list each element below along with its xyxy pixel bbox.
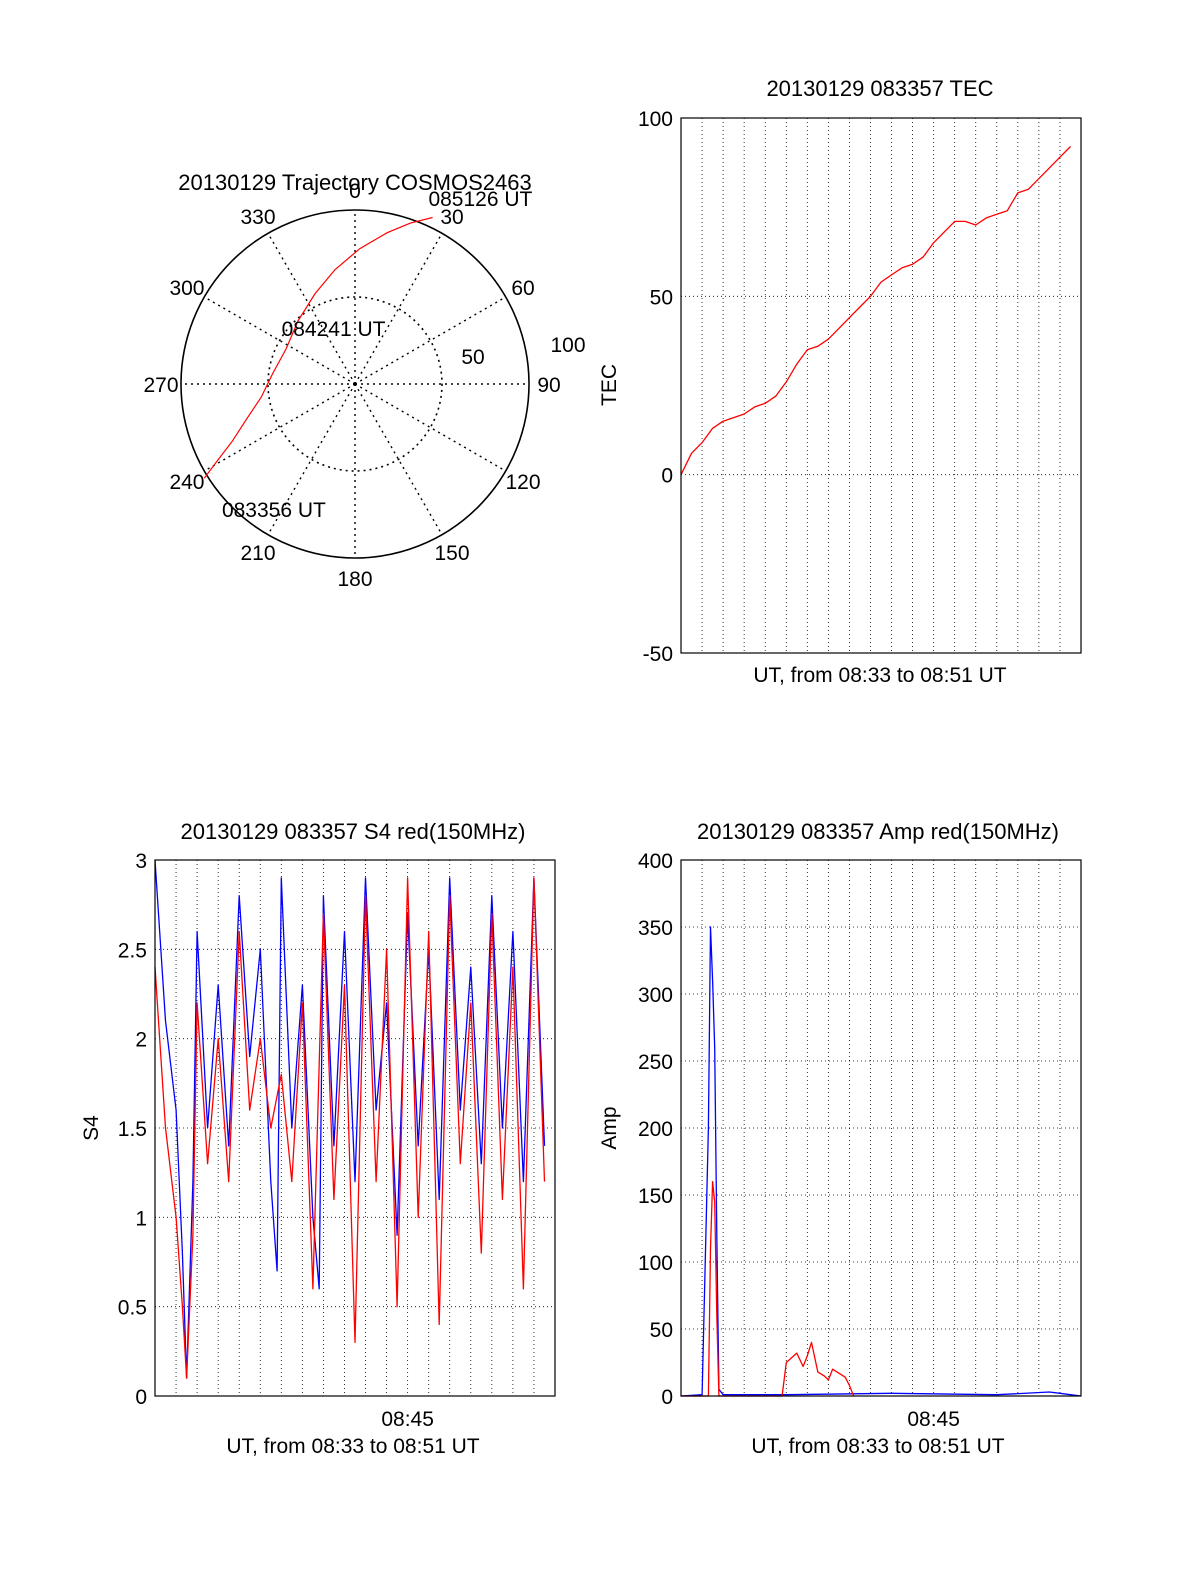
amp-panel: 20130129 083357 Amp red(150MHz) 0 50 100 15… xyxy=(598,819,1082,1458)
azimuth-label-210: 210 xyxy=(240,542,275,565)
polar-grid xyxy=(180,209,530,559)
tec-panel: 20130129 083357 TEC -50 0 50 100 UT, from 0… xyxy=(598,76,1082,687)
series-line-1 xyxy=(681,1180,855,1397)
azimuth-label-150: 150 xyxy=(434,542,469,565)
tec-grid xyxy=(681,118,1081,653)
azimuth-label-120: 120 xyxy=(505,471,540,494)
azimuth-labels: 0 30 60 90 120 150 180 210 240 270 300 330 xyxy=(143,180,560,591)
polar-inner-ring xyxy=(267,296,443,472)
polar-spoke xyxy=(354,296,507,385)
amp-y-axis-label: Amp xyxy=(598,1106,621,1149)
s4-x-axis-label: UT, from 08:33 to 08:51 UT xyxy=(226,1435,479,1458)
s4-y-tick-labels: 0 0.5 1 1.5 2 2.5 3 xyxy=(118,850,147,1409)
s4-title: 20130129 083357 S4 red(150MHz) xyxy=(181,819,526,844)
tec-title: 20130129 083357 TEC xyxy=(766,76,993,101)
y-tick-label-150: 150 xyxy=(638,1185,673,1208)
y-tick-label-1.5: 1.5 xyxy=(118,1118,147,1141)
series-line-0 xyxy=(680,146,1071,475)
azimuth-label-30: 30 xyxy=(440,206,463,229)
amp-y-tick-labels: 0 50 100 150 200 250 300 350 400 xyxy=(638,850,673,1409)
s4-grid xyxy=(155,860,555,1396)
amp-plot-frame xyxy=(680,859,1082,1397)
series-line-0 xyxy=(154,859,546,1379)
y-tick-label-100: 100 xyxy=(638,108,673,131)
polar-spoke xyxy=(354,232,443,385)
azimuth-label-0: 0 xyxy=(349,180,361,203)
trajectory-title: 20130129 Trajectory COSMOS2463 xyxy=(178,170,531,195)
tec-y-tick-labels: -50 0 50 100 xyxy=(638,108,673,666)
series-line-0 xyxy=(680,926,1082,1397)
azimuth-label-300: 300 xyxy=(169,277,204,300)
azimuth-label-240: 240 xyxy=(169,471,204,494)
azimuth-label-180: 180 xyxy=(337,568,372,591)
polar-spoke xyxy=(203,383,356,472)
y-tick-label-3: 3 xyxy=(135,850,147,873)
y-tick-label-0: 0 xyxy=(135,1386,147,1409)
radial-labels: 50 100 xyxy=(461,334,585,369)
y-tick-label-0.5: 0.5 xyxy=(118,1297,147,1320)
y-tick-label-50: 50 xyxy=(650,286,673,309)
y-tick-label-2: 2 xyxy=(135,1029,147,1052)
amp-x-axis-label: UT, from 08:33 to 08:51 UT xyxy=(751,1435,1004,1458)
azimuth-label-330: 330 xyxy=(240,206,275,229)
amp-series xyxy=(680,926,1082,1397)
y-tick-label-0: 0 xyxy=(661,465,673,488)
s4-x-tick-labels: 08:45 xyxy=(381,1408,434,1431)
y-tick-label-350: 350 xyxy=(638,917,673,940)
trajectory-time-label-1: 084241 UT xyxy=(282,318,386,341)
tec-x-axis-label: UT, from 08:33 to 08:51 UT xyxy=(753,664,1006,687)
y-tick-label-300: 300 xyxy=(638,984,673,1007)
polar-spoke xyxy=(267,383,356,536)
radial-label-100: 100 xyxy=(550,334,585,357)
polar-spoke xyxy=(267,232,356,385)
polar-spoke xyxy=(203,296,356,385)
azimuth-label-90: 90 xyxy=(537,374,560,397)
s4-plot-frame xyxy=(154,859,556,1397)
y-tick-label-2.5: 2.5 xyxy=(118,939,147,962)
series-line-1 xyxy=(154,877,546,1379)
azimuth-label-270: 270 xyxy=(143,374,178,397)
y-tick-label-400: 400 xyxy=(638,850,673,873)
tec-series xyxy=(680,146,1071,475)
polar-spoke xyxy=(354,383,507,472)
azimuth-label-60: 60 xyxy=(511,277,534,300)
trajectory-polar-panel: 20130129 Trajectory COSMOS2463 0 30 60 90 12… xyxy=(143,170,585,591)
s4-y-axis-label: S4 xyxy=(80,1115,103,1141)
x-tick-label-08:45: 08:45 xyxy=(381,1408,434,1431)
y-tick-label-250: 250 xyxy=(638,1051,673,1074)
tec-plot-frame xyxy=(680,117,1082,654)
s4-series xyxy=(154,859,546,1379)
amp-title: 20130129 083357 Amp red(150MHz) xyxy=(697,819,1059,844)
trajectory-series xyxy=(203,216,433,479)
trajectory-time-label-2: 085126 UT xyxy=(428,188,532,211)
y-tick-label-1: 1 xyxy=(135,1207,147,1230)
s4-panel: 20130129 083357 S4 red(150MHz) 0 0.5 1 1.5 2… xyxy=(80,819,556,1458)
x-tick-label-08:45: 08:45 xyxy=(907,1408,960,1431)
polar-outer-ring xyxy=(180,209,530,559)
polar-spoke xyxy=(354,383,443,536)
amp-x-tick-labels: 08:45 xyxy=(907,1408,960,1431)
y-tick-label--50: -50 xyxy=(643,643,673,666)
y-tick-label-0: 0 xyxy=(661,1386,673,1409)
trajectory-annotations: 083356 UT 084241 UT 085126 UT xyxy=(222,188,533,522)
trajectory-time-label-0: 083356 UT xyxy=(222,499,326,522)
y-tick-label-100: 100 xyxy=(638,1252,673,1275)
tec-y-axis-label: TEC xyxy=(598,364,621,406)
trajectory-line-0 xyxy=(203,216,433,479)
y-tick-label-50: 50 xyxy=(650,1319,673,1342)
radial-label-50: 50 xyxy=(461,346,484,369)
amp-grid xyxy=(681,860,1081,1396)
y-tick-label-200: 200 xyxy=(638,1118,673,1141)
